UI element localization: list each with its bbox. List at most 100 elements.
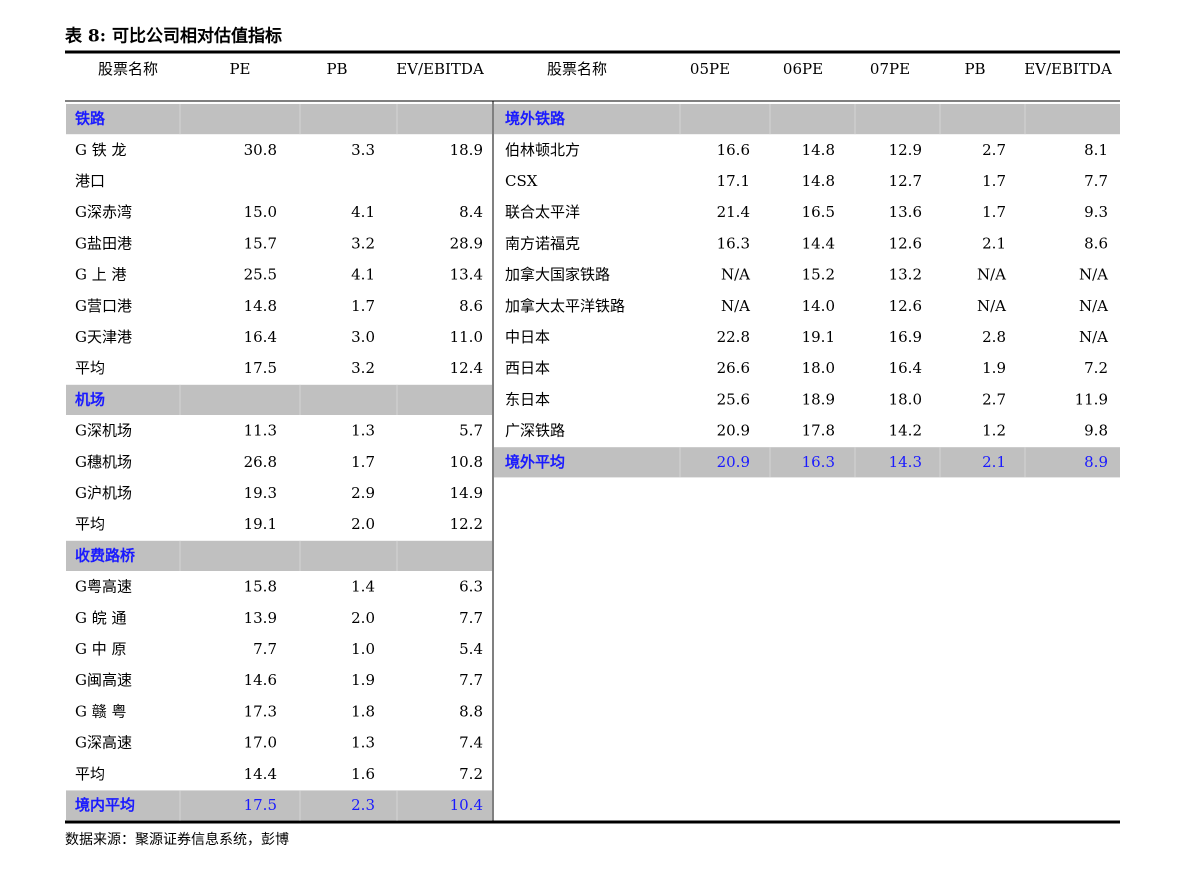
cell-value: 1.6 bbox=[351, 765, 375, 783]
cell-value: 4.1 bbox=[351, 203, 375, 221]
cell-value: 14.4 bbox=[244, 765, 277, 783]
cell-value: 2.1 bbox=[982, 453, 1006, 471]
row-label: 伯林顿北方 bbox=[505, 141, 580, 159]
cell-value: 12.6 bbox=[889, 297, 922, 315]
row-label: G营口港 bbox=[75, 297, 132, 315]
cell-value: 1.7 bbox=[351, 297, 375, 315]
cell-value: 16.9 bbox=[889, 328, 922, 346]
cell-value: 11.9 bbox=[1075, 390, 1108, 408]
row-label: G盐田港 bbox=[75, 234, 132, 252]
cell-value: 2.7 bbox=[982, 141, 1006, 159]
row-label: G深高速 bbox=[75, 734, 132, 752]
cell-value: 16.5 bbox=[802, 203, 835, 221]
cell-value: 18.0 bbox=[889, 390, 922, 408]
column-header: 07PE bbox=[870, 60, 910, 78]
row-label: G 中 原 bbox=[75, 640, 127, 658]
cell-value: 8.6 bbox=[459, 297, 483, 315]
cell-value: 6.3 bbox=[459, 578, 483, 596]
row-label: 广深铁路 bbox=[505, 422, 565, 440]
row-label: G深赤湾 bbox=[75, 203, 132, 221]
cell-value: 12.2 bbox=[450, 515, 483, 533]
row-label: 南方诺福克 bbox=[505, 234, 580, 252]
cell-value: 28.9 bbox=[450, 234, 483, 252]
cell-value: N/A bbox=[721, 297, 750, 315]
cell-value: 17.5 bbox=[244, 796, 277, 814]
row-label: G 铁 龙 bbox=[75, 141, 127, 159]
cell-value: 20.9 bbox=[717, 453, 750, 471]
cell-value: 15.7 bbox=[244, 234, 277, 252]
cell-value: 18.9 bbox=[450, 141, 483, 159]
cell-value: 18.9 bbox=[802, 390, 835, 408]
table-title: 表 8: 可比公司相对估值指标 bbox=[65, 26, 282, 47]
cell-value: 14.9 bbox=[450, 484, 483, 502]
cell-value: 7.7 bbox=[459, 671, 483, 689]
cell-value: 1.9 bbox=[351, 671, 375, 689]
cell-value: 7.7 bbox=[1084, 172, 1108, 190]
cell-value: 1.7 bbox=[351, 453, 375, 471]
cell-value: 14.6 bbox=[244, 671, 277, 689]
row-highlight bbox=[494, 104, 1120, 135]
cell-value: 2.1 bbox=[982, 234, 1006, 252]
cell-value: 1.3 bbox=[351, 422, 375, 440]
cell-value: 13.9 bbox=[244, 609, 277, 627]
row-label: 加拿大太平洋铁路 bbox=[505, 297, 625, 315]
cell-value: 14.4 bbox=[802, 234, 835, 252]
column-header: PB bbox=[964, 60, 985, 78]
row-label: G 皖 通 bbox=[75, 609, 127, 627]
cell-value: N/A bbox=[1079, 266, 1108, 284]
column-header: 股票名称 bbox=[98, 60, 158, 78]
cell-value: 11.0 bbox=[450, 328, 483, 346]
cell-value: 9.3 bbox=[1084, 203, 1108, 221]
cell-value: 19.1 bbox=[244, 515, 277, 533]
row-label: G天津港 bbox=[75, 328, 132, 346]
cell-value: 7.2 bbox=[459, 765, 483, 783]
column-header: 05PE bbox=[690, 60, 730, 78]
cell-value: 15.8 bbox=[244, 578, 277, 596]
cell-value: 26.6 bbox=[717, 359, 750, 377]
cell-value: 17.8 bbox=[802, 422, 835, 440]
cell-value: 20.9 bbox=[717, 422, 750, 440]
cell-value: 26.8 bbox=[244, 453, 277, 471]
cell-value: 25.6 bbox=[717, 390, 750, 408]
row-label: 平均 bbox=[75, 515, 105, 533]
cell-value: 17.0 bbox=[244, 734, 277, 752]
cell-value: 10.4 bbox=[450, 796, 483, 814]
row-label: G 上 港 bbox=[75, 266, 127, 284]
cell-value: 7.7 bbox=[459, 609, 483, 627]
cell-value: 2.9 bbox=[351, 484, 375, 502]
row-label: G深机场 bbox=[75, 422, 132, 440]
row-label: 港口 bbox=[75, 172, 105, 190]
cell-value: 17.3 bbox=[244, 702, 277, 720]
column-header: 股票名称 bbox=[547, 60, 607, 78]
row-label: 铁路 bbox=[75, 110, 106, 128]
row-label: 境外铁路 bbox=[505, 110, 566, 128]
cell-value: 3.3 bbox=[351, 141, 375, 159]
cell-value: 9.8 bbox=[1084, 422, 1108, 440]
row-highlight bbox=[494, 447, 1120, 478]
cell-value: 8.8 bbox=[459, 702, 483, 720]
row-label: 境内平均 bbox=[75, 796, 135, 814]
cell-value: 8.1 bbox=[1084, 141, 1108, 159]
row-label: G沪机场 bbox=[75, 484, 132, 502]
cell-value: 16.3 bbox=[717, 234, 750, 252]
cell-value: 19.3 bbox=[244, 484, 277, 502]
cell-value: 30.8 bbox=[244, 141, 277, 159]
row-label: 西日本 bbox=[505, 359, 550, 377]
cell-value: 14.8 bbox=[802, 141, 835, 159]
cell-value: 14.2 bbox=[889, 422, 922, 440]
cell-value: 12.6 bbox=[889, 234, 922, 252]
cell-value: N/A bbox=[977, 297, 1006, 315]
cell-value: 12.7 bbox=[889, 172, 922, 190]
row-label: 平均 bbox=[75, 765, 105, 783]
row-label: G穗机场 bbox=[75, 453, 132, 471]
cell-value: N/A bbox=[977, 266, 1006, 284]
cell-value: 15.0 bbox=[244, 203, 277, 221]
cell-value: 22.8 bbox=[717, 328, 750, 346]
cell-value: 10.8 bbox=[450, 453, 483, 471]
row-label: 平均 bbox=[75, 359, 105, 377]
cell-value: 1.0 bbox=[351, 640, 375, 658]
cell-value: 14.8 bbox=[802, 172, 835, 190]
cell-value: 2.3 bbox=[351, 796, 375, 814]
column-header: 06PE bbox=[783, 60, 823, 78]
